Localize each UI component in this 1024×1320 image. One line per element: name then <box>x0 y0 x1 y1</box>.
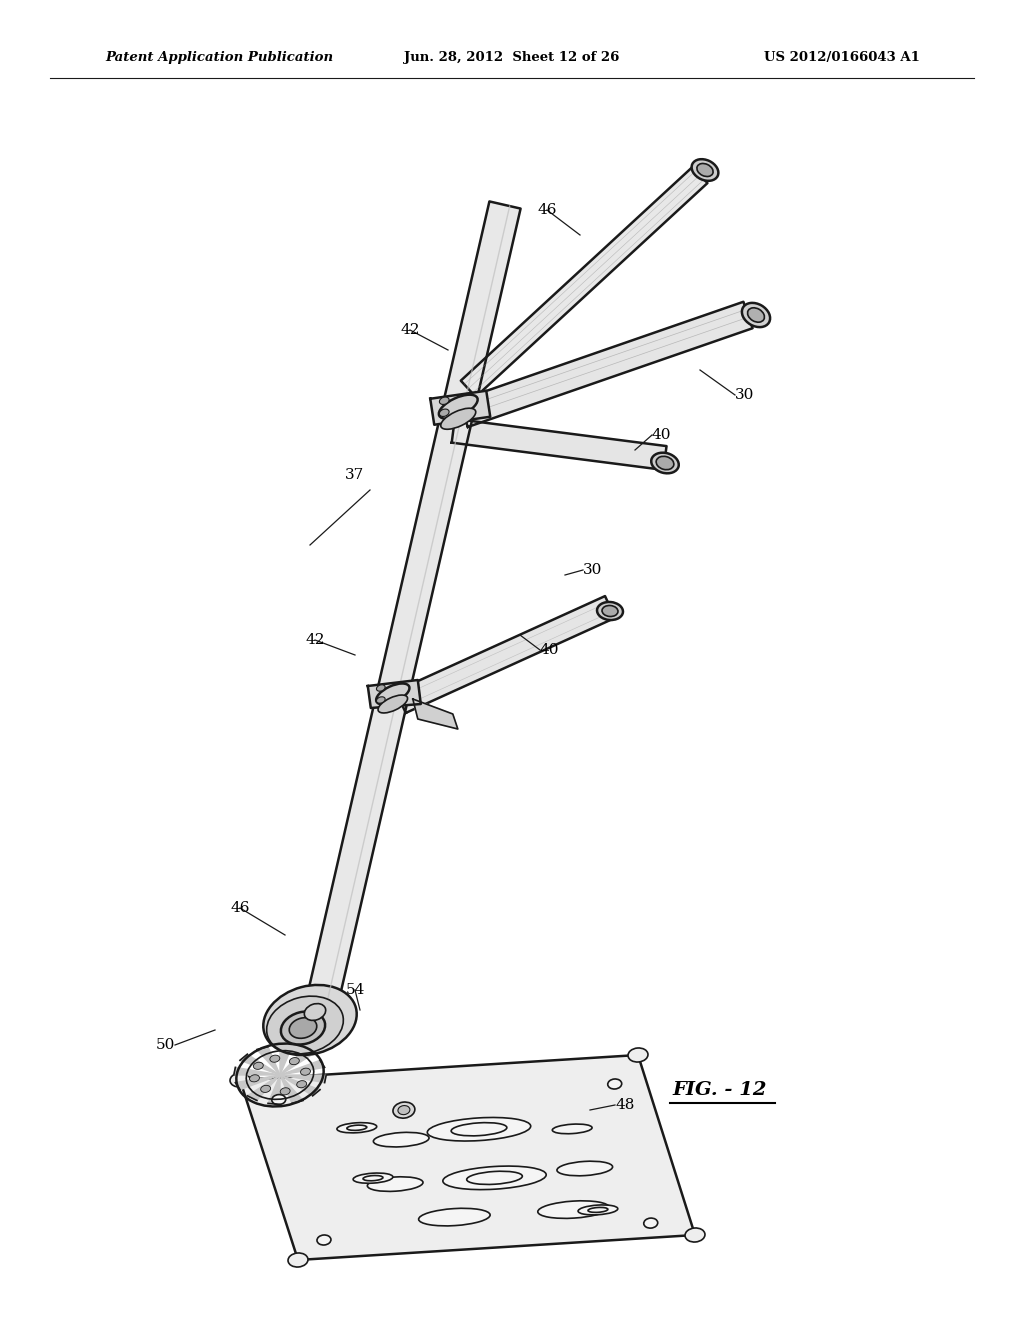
Ellipse shape <box>270 1055 280 1063</box>
Ellipse shape <box>427 1118 530 1140</box>
Ellipse shape <box>552 1125 592 1134</box>
Ellipse shape <box>628 1048 648 1063</box>
Polygon shape <box>280 1045 292 1074</box>
Text: 54: 54 <box>345 983 365 997</box>
Polygon shape <box>280 1074 303 1104</box>
Text: FIG. - 12: FIG. - 12 <box>673 1081 767 1100</box>
Text: 40: 40 <box>540 643 559 657</box>
Ellipse shape <box>685 1228 705 1242</box>
Polygon shape <box>280 1049 312 1074</box>
Text: 46: 46 <box>230 902 250 915</box>
Ellipse shape <box>290 1057 299 1065</box>
Text: 37: 37 <box>345 469 365 482</box>
Ellipse shape <box>347 1125 367 1130</box>
Ellipse shape <box>266 997 343 1053</box>
Ellipse shape <box>378 696 408 713</box>
Ellipse shape <box>691 160 719 181</box>
Ellipse shape <box>393 1102 415 1118</box>
Polygon shape <box>236 1074 280 1090</box>
Text: 48: 48 <box>615 1098 635 1111</box>
Ellipse shape <box>297 1081 306 1088</box>
Polygon shape <box>459 302 753 426</box>
Polygon shape <box>280 1074 327 1082</box>
Ellipse shape <box>439 397 450 404</box>
Ellipse shape <box>452 1122 507 1135</box>
Polygon shape <box>430 391 490 425</box>
Ellipse shape <box>439 395 477 418</box>
Polygon shape <box>240 1055 280 1074</box>
Text: 50: 50 <box>156 1038 175 1052</box>
Text: 42: 42 <box>400 323 420 337</box>
Text: 40: 40 <box>652 428 672 442</box>
Polygon shape <box>248 1074 280 1101</box>
Ellipse shape <box>289 1018 316 1039</box>
Ellipse shape <box>588 1208 608 1212</box>
Ellipse shape <box>579 1205 617 1214</box>
Ellipse shape <box>442 1166 546 1189</box>
Ellipse shape <box>250 1074 259 1082</box>
Text: 30: 30 <box>735 388 755 403</box>
Ellipse shape <box>376 684 410 705</box>
Ellipse shape <box>419 1208 490 1226</box>
Text: 46: 46 <box>538 203 557 216</box>
Ellipse shape <box>656 457 674 470</box>
Ellipse shape <box>377 697 385 704</box>
Ellipse shape <box>353 1173 393 1183</box>
Ellipse shape <box>439 409 450 416</box>
Ellipse shape <box>364 1176 383 1181</box>
Text: Patent Application Publication: Patent Application Publication <box>105 51 333 65</box>
Ellipse shape <box>607 1078 622 1089</box>
Ellipse shape <box>281 1088 290 1094</box>
Ellipse shape <box>271 1094 286 1105</box>
Ellipse shape <box>398 1106 410 1114</box>
Polygon shape <box>280 1060 325 1074</box>
Polygon shape <box>368 680 421 708</box>
Ellipse shape <box>337 1122 377 1133</box>
Text: 30: 30 <box>583 564 602 577</box>
Polygon shape <box>240 1055 695 1261</box>
Ellipse shape <box>644 1218 657 1228</box>
Polygon shape <box>303 1007 330 1023</box>
Text: 42: 42 <box>305 634 325 647</box>
Polygon shape <box>461 166 708 397</box>
Ellipse shape <box>557 1162 612 1176</box>
Ellipse shape <box>602 606 617 616</box>
Ellipse shape <box>538 1201 609 1218</box>
Ellipse shape <box>651 453 679 474</box>
Ellipse shape <box>440 408 476 429</box>
Ellipse shape <box>304 1003 326 1020</box>
Ellipse shape <box>253 1063 263 1069</box>
Text: US 2012/0166043 A1: US 2012/0166043 A1 <box>764 51 920 65</box>
Polygon shape <box>452 418 667 470</box>
Polygon shape <box>257 1047 280 1074</box>
Ellipse shape <box>377 685 385 692</box>
Ellipse shape <box>742 302 770 327</box>
Ellipse shape <box>748 308 765 322</box>
Ellipse shape <box>300 1068 310 1076</box>
Ellipse shape <box>261 1085 270 1093</box>
Ellipse shape <box>374 1133 429 1147</box>
Ellipse shape <box>697 164 713 177</box>
Ellipse shape <box>597 602 623 620</box>
Polygon shape <box>396 597 615 713</box>
Polygon shape <box>302 202 520 1023</box>
Polygon shape <box>268 1074 280 1105</box>
Ellipse shape <box>317 1236 331 1245</box>
Ellipse shape <box>263 985 356 1055</box>
Polygon shape <box>280 1074 321 1096</box>
Polygon shape <box>233 1068 280 1074</box>
Polygon shape <box>413 700 458 729</box>
Ellipse shape <box>467 1171 522 1184</box>
Ellipse shape <box>288 1253 308 1267</box>
Ellipse shape <box>368 1177 423 1192</box>
Ellipse shape <box>281 1011 326 1044</box>
Text: Jun. 28, 2012  Sheet 12 of 26: Jun. 28, 2012 Sheet 12 of 26 <box>404 51 620 65</box>
Ellipse shape <box>230 1073 250 1088</box>
